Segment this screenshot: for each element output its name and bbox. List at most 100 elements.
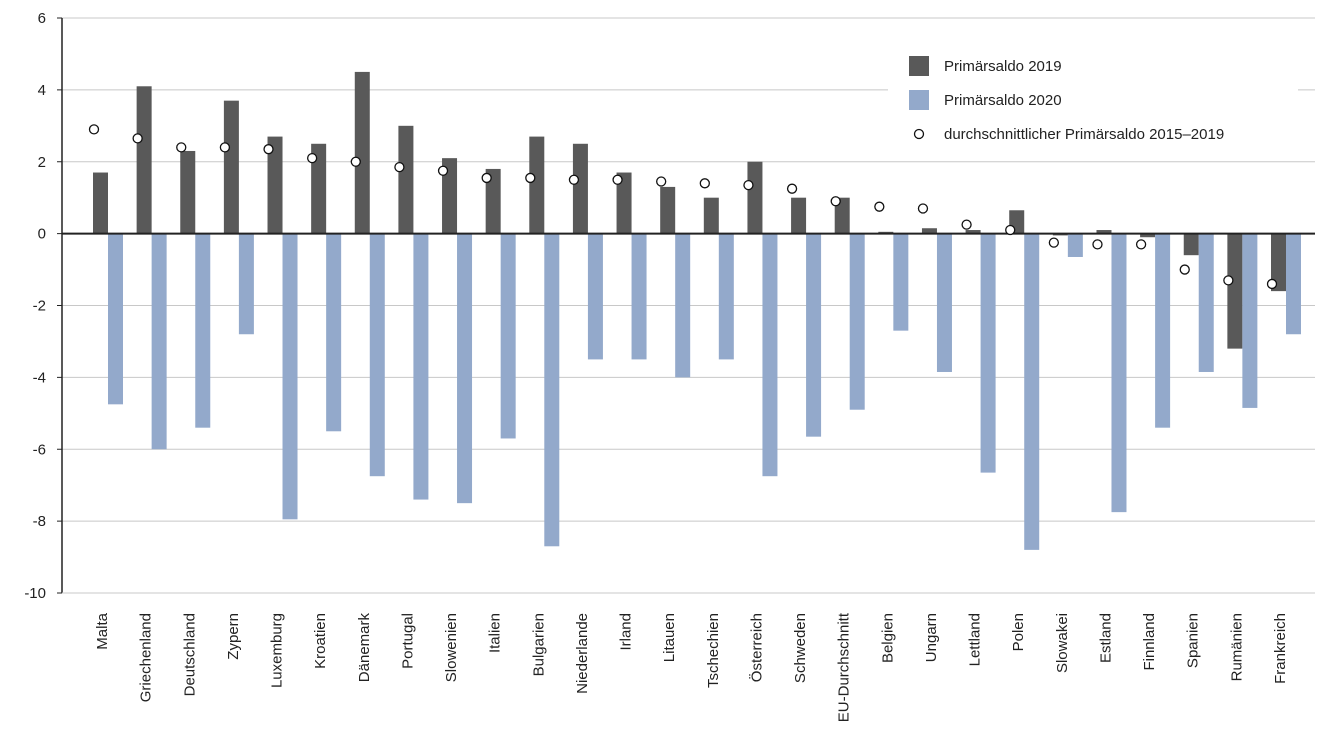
y-tick-label: -6 (33, 441, 46, 458)
bar-2019-tschechien (703, 197, 719, 234)
x-tick-label-estland: Estland (1097, 613, 1114, 663)
bar-2019-luxemburg (267, 136, 283, 234)
bar-2019-ungarn (921, 228, 937, 234)
bar-2020-danemark (369, 233, 385, 477)
bar-2020-deutschland (195, 233, 211, 428)
x-tick-label-kroatien: Kroatien (312, 613, 329, 669)
avg-marker-niederlande (568, 174, 580, 185)
bar-2019-schweden (791, 197, 807, 234)
avg-marker-tschechien (699, 178, 710, 189)
avg-marker-lettland (961, 219, 972, 230)
bar-2019-rumanien (1227, 233, 1243, 349)
avg-marker-griechenland (132, 133, 143, 144)
avg-marker-portugal (394, 161, 405, 173)
x-tick-label-danemark: Dänemark (356, 613, 373, 683)
bar-2020-slowenien (457, 233, 473, 504)
bar-2020-rumanien (1242, 233, 1258, 408)
bar-2020-litauen (675, 233, 691, 378)
x-tick-label-spanien: Spanien (1185, 613, 1202, 668)
x-tick-label-lettland: Lettland (967, 613, 984, 666)
bar-2020-malta (108, 233, 123, 405)
x-tick-label-finnland: Finnland (1141, 613, 1158, 671)
x-tick-label-litauen: Litauen (661, 613, 678, 662)
bar-2020-portugal (413, 233, 429, 500)
bar-2020-schweden (806, 233, 822, 437)
bar-2019-lettland (965, 230, 981, 234)
bar-2020-lettland (980, 233, 996, 473)
avg-marker-zypern (219, 142, 231, 153)
bar-2019-frankreich (1271, 233, 1286, 292)
x-tick-label-niederlande: Niederlande (574, 613, 591, 694)
x-tick-label-polen: Polen (1010, 613, 1027, 651)
bar-2019-kroatien (311, 143, 327, 234)
bar-2019-malta (93, 172, 108, 234)
x-tick-label-portugal: Portugal (399, 613, 416, 669)
bar-2020-irland (631, 233, 647, 360)
bar-2020-bulgarien (544, 233, 560, 547)
x-tick-label-italien: Italien (487, 613, 504, 653)
legend-label-2020: Primärsaldo 2020 (944, 92, 1062, 109)
avg-marker-bulgarien (525, 172, 536, 184)
bar-2019-niederlande (572, 143, 588, 234)
bar-2019-slowenien (442, 158, 458, 234)
x-tick-label-slowenien: Slowenien (443, 613, 460, 682)
bar-2020-finnland (1155, 233, 1171, 428)
bar-2020-slowakei (1067, 233, 1083, 257)
avg-marker-malta (88, 124, 100, 135)
bar-2020-niederlande (587, 233, 603, 360)
bar-2020-polen (1024, 233, 1040, 550)
bar-2019-italien (485, 168, 501, 234)
avg-marker-irland (612, 174, 623, 185)
x-tick-label-malta: Malta (94, 612, 111, 649)
avg-marker-osterreich (743, 179, 754, 191)
bar-2019-spanien (1183, 233, 1199, 256)
avg-marker-slowakei (1048, 237, 1060, 248)
bar-2020-spanien (1198, 233, 1214, 372)
bar-2020-luxemburg (282, 233, 298, 520)
bar-2020-italien (500, 233, 516, 439)
x-tick-label-rumanien: Rumänien (1228, 613, 1245, 681)
bar-2019-portugal (398, 125, 414, 234)
avg-marker-deutschland (176, 142, 187, 153)
x-tick-label-bulgarien: Bulgarien (530, 613, 547, 676)
avg-marker-spanien (1179, 264, 1190, 275)
x-tick-label-belgien: Belgien (879, 613, 896, 663)
avg-marker-estland (1092, 239, 1103, 250)
bar-2019-bulgarien (529, 136, 545, 234)
bars (93, 71, 1301, 550)
legend-label-2019: Primärsaldo 2019 (944, 58, 1062, 75)
bar-2019-eu-durchschnitt (834, 197, 850, 234)
legend: Primärsaldo 2019 Primärsaldo 2020 durchsch… (888, 42, 1298, 152)
avg-marker-italien (481, 172, 492, 184)
bar-2019-estland (1096, 230, 1112, 234)
bar-2020-eu-durchschnitt (849, 233, 865, 410)
avg-marker-frankreich (1266, 278, 1278, 290)
avg-marker-kroatien (306, 153, 318, 164)
avg-marker-rumanien (1223, 275, 1234, 286)
x-tick-label-griechenland: Griechenland (138, 613, 155, 702)
y-tick-label: 2 (38, 154, 46, 171)
legend-background (888, 42, 1298, 152)
x-tick-label-irland: Irland (618, 613, 635, 651)
bar-2019-griechenland (136, 86, 152, 234)
bar-2019-danemark (354, 71, 370, 234)
avg-marker-danemark (350, 156, 361, 167)
y-tick-label: -4 (33, 369, 46, 386)
bar-2019-deutschland (180, 150, 196, 234)
x-tick-label-frankreich: Frankreich (1272, 613, 1289, 684)
y-tick-label: 0 (38, 226, 46, 243)
avg-marker-schweden (786, 183, 798, 194)
legend-swatch-average (913, 128, 925, 140)
avg-marker-finnland (1135, 239, 1147, 250)
y-tick-label: -8 (33, 513, 46, 530)
bar-2019-finnland (1140, 233, 1156, 238)
x-tick-label-deutschland: Deutschland (181, 613, 198, 696)
bar-2019-zypern (223, 100, 239, 234)
y-tick-label: -10 (24, 585, 46, 602)
avg-marker-litauen (656, 176, 667, 187)
avg-marker-eu-durchschnitt (830, 196, 841, 207)
bar-2020-kroatien (326, 233, 342, 432)
bar-2020-osterreich (762, 233, 778, 477)
